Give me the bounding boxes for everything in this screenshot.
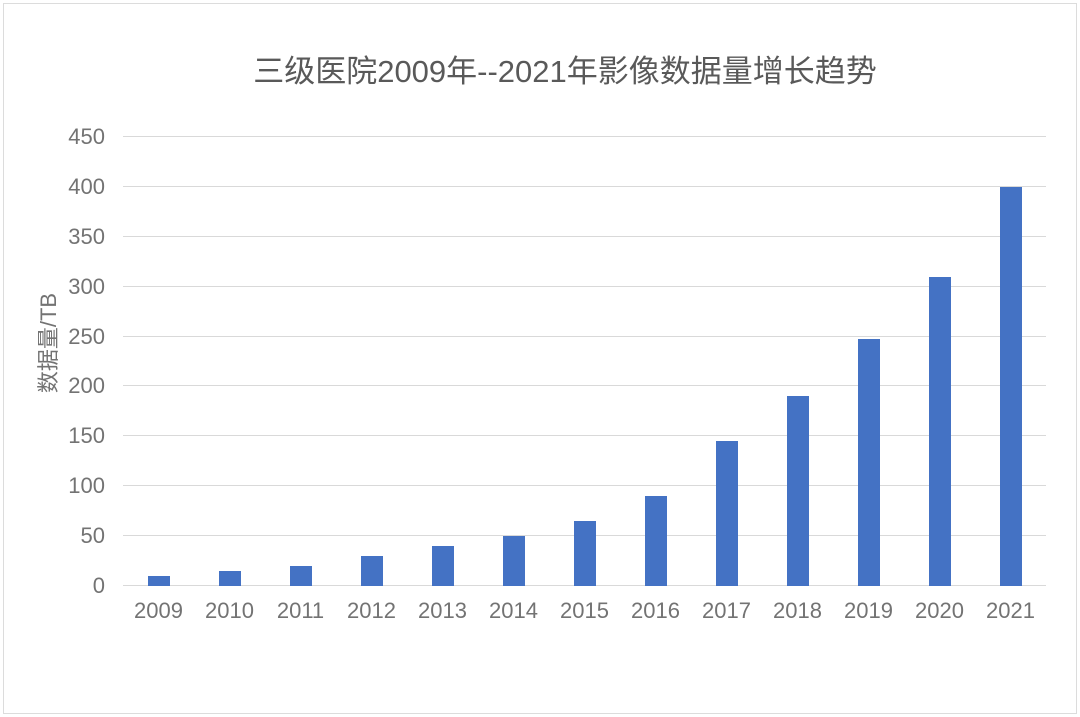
x-tick-label-2015: 2015 xyxy=(560,598,609,623)
bar-2018 xyxy=(786,396,809,586)
y-tick-label: 150 xyxy=(68,423,105,449)
gridline xyxy=(123,485,1046,487)
bar-2012 xyxy=(360,556,383,586)
bar-2019 xyxy=(857,338,880,586)
gridline xyxy=(123,185,1046,187)
bar-2016 xyxy=(644,496,667,586)
y-tick-label: 250 xyxy=(68,323,105,349)
bar-2015 xyxy=(573,521,596,586)
bar-2014 xyxy=(502,536,525,586)
y-tick-label: 450 xyxy=(68,124,105,149)
gridline xyxy=(123,385,1046,387)
x-tick-label-2016: 2016 xyxy=(631,598,680,623)
x-tick-label-2011: 2011 xyxy=(276,598,325,623)
y-tick-label: 400 xyxy=(68,173,105,199)
x-tick-label-2019: 2019 xyxy=(844,598,893,623)
bar-2013 xyxy=(431,546,454,586)
gridline xyxy=(123,335,1046,337)
bar-2020 xyxy=(928,276,951,586)
bar-2009 xyxy=(147,576,170,586)
gridline xyxy=(123,136,1046,137)
gridline xyxy=(123,235,1046,237)
bar-2010 xyxy=(218,571,241,586)
x-tick-label-2021: 2021 xyxy=(986,598,1035,623)
plot-area xyxy=(123,136,1046,586)
x-tick-label-2012: 2012 xyxy=(347,598,396,623)
x-tick-label-2020: 2020 xyxy=(915,598,964,623)
gridline xyxy=(123,435,1046,437)
y-tick-label: 350 xyxy=(68,223,105,249)
bar-2021 xyxy=(999,186,1022,586)
y-tick-label: 50 xyxy=(80,523,105,549)
x-tick-label-2013: 2013 xyxy=(418,598,467,623)
y-tick-label: 100 xyxy=(68,473,105,499)
chart-title: 三级医院2009年--2021年影像数据量增长趋势 xyxy=(253,54,877,89)
y-tick-label: 200 xyxy=(68,373,105,399)
x-tick-label-2010: 2010 xyxy=(205,598,254,623)
bar-2011 xyxy=(289,566,312,586)
gridline xyxy=(123,285,1046,287)
y-tick-label: 300 xyxy=(68,273,105,299)
bar-2017 xyxy=(715,441,738,586)
x-tick-label-2017: 2017 xyxy=(702,598,751,623)
x-tick-label-2014: 2014 xyxy=(489,598,538,623)
x-tick-label-2009: 2009 xyxy=(134,598,183,623)
y-tick-label: 0 xyxy=(92,573,105,598)
x-tick-label-2018: 2018 xyxy=(773,598,822,623)
